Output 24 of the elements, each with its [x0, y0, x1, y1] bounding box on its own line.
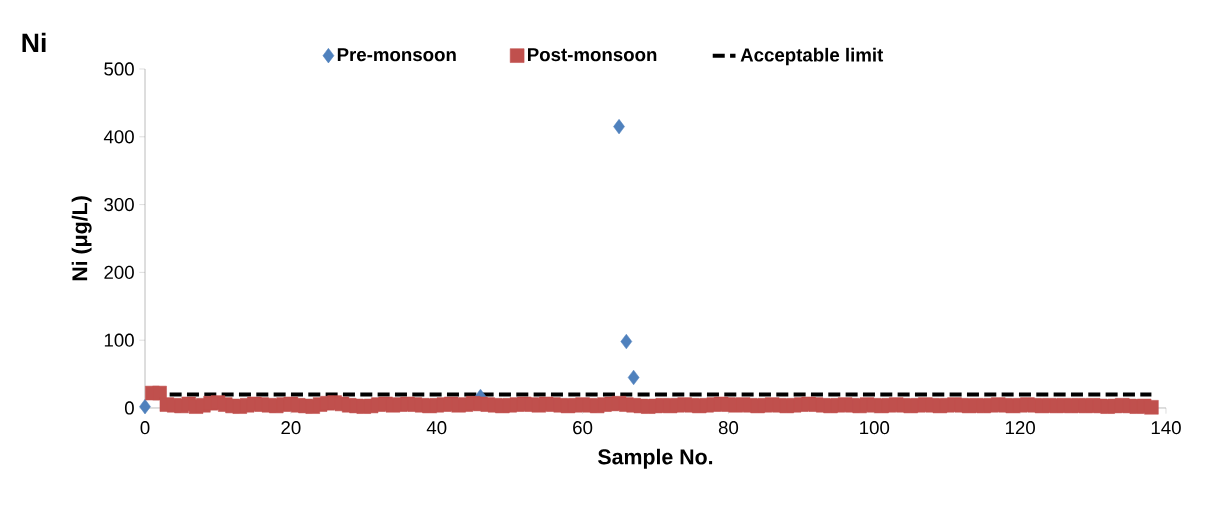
y-tick-label: 0 — [124, 401, 134, 415]
legend-label: Pre-monsoon — [337, 48, 456, 62]
legend-label: Acceptable limit — [740, 47, 884, 66]
point — [613, 119, 625, 135]
y-tick-label: 500 — [104, 62, 134, 76]
x-tick-label: 60 — [573, 421, 593, 435]
x-axis-title: Sample No. — [598, 448, 713, 469]
x-tick-label: 40 — [426, 421, 447, 435]
y-tick-label: 300 — [104, 197, 134, 212]
point — [627, 369, 640, 386]
y-tick-label: 200 — [104, 265, 134, 279]
point — [620, 333, 633, 350]
legend-label: Post-monsoon — [528, 48, 657, 62]
y-tick-label: 100 — [104, 333, 134, 347]
x-tick-label: 0 — [140, 421, 150, 435]
x-tick-label: 80 — [718, 421, 739, 435]
x-tick-label: 100 — [860, 421, 890, 435]
x-tick-label: 140 — [1151, 421, 1181, 435]
y-axis-title: Ni (μg/L) — [71, 196, 92, 281]
point — [139, 399, 151, 415]
chart-title: Ni — [22, 32, 46, 53]
y-tick-label: 400 — [103, 130, 134, 144]
x-tick-label: 20 — [281, 421, 301, 435]
x-tick-label: 120 — [1005, 421, 1035, 435]
